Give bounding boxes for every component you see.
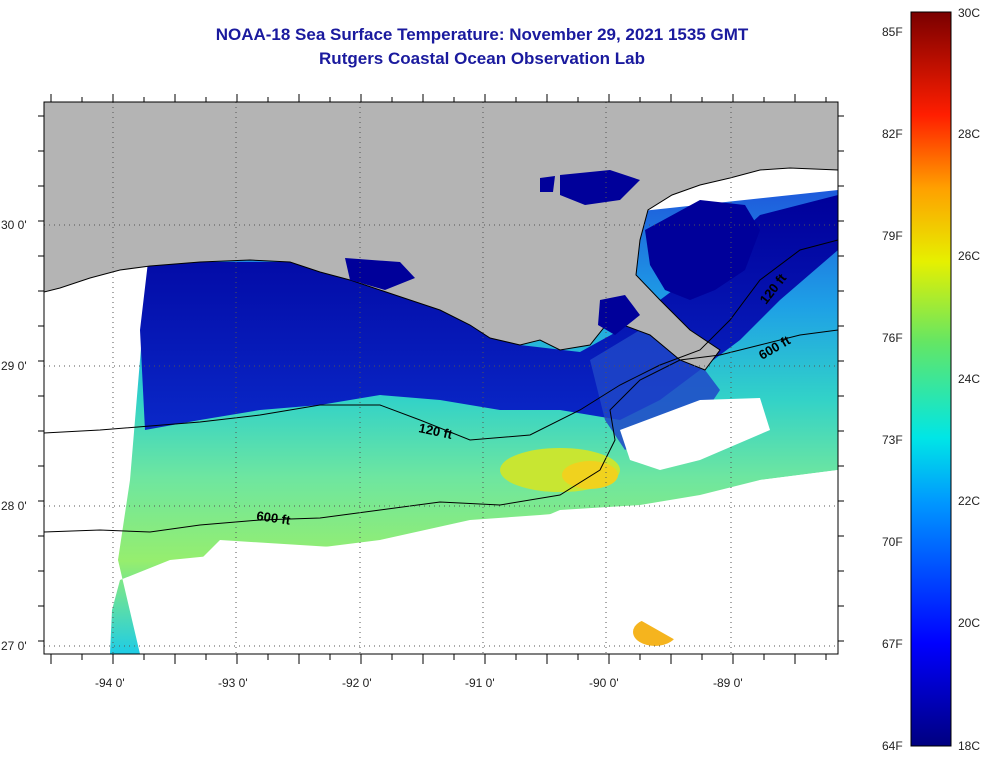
land-mass xyxy=(44,102,838,371)
colorbar-label-c: 18C xyxy=(958,739,980,753)
lon-label: -94 0' xyxy=(95,676,125,690)
map-frame xyxy=(43,101,839,655)
lon-label: -89 0' xyxy=(713,676,743,690)
colorbar-label-c: 30C xyxy=(958,6,980,20)
map-subtitle: Rutgers Coastal Ocean Observation Lab xyxy=(319,49,645,68)
colorbar-label-f: 64F xyxy=(882,739,903,753)
cloud-gap xyxy=(170,470,838,654)
contour-label-120ft-west: 120 ft xyxy=(417,420,454,442)
colorbar-scale xyxy=(910,11,952,747)
lon-label: -92 0' xyxy=(342,676,372,690)
contour-120ft xyxy=(44,239,838,441)
lon-label: -90 0' xyxy=(589,676,619,690)
lat-label: 29 0' xyxy=(1,359,27,373)
colorbar-label-f: 70F xyxy=(882,535,903,549)
colorbar-label-c: 26C xyxy=(958,249,980,263)
contour-600ft xyxy=(44,329,838,533)
graticule xyxy=(44,102,838,654)
map-ticks xyxy=(38,94,844,664)
cloud-gap xyxy=(620,398,770,470)
colorbar-label-f: 67F xyxy=(882,637,903,651)
lon-label: -93 0' xyxy=(218,676,248,690)
lon-label: -91 0' xyxy=(465,676,495,690)
coastal-bay xyxy=(560,170,640,205)
colorbar-label-f: 85F xyxy=(882,25,903,39)
colorbar-label-f: 79F xyxy=(882,229,903,243)
colorbar-label-c: 28C xyxy=(958,127,980,141)
colorbar-label-f: 82F xyxy=(882,127,903,141)
lat-label: 27 0' xyxy=(1,639,27,653)
coastal-bay xyxy=(598,295,640,335)
contour-label-600ft-west: 600 ft xyxy=(256,508,292,528)
colorbar-label-f: 76F xyxy=(882,331,903,345)
coastal-bay xyxy=(540,176,555,192)
lat-label: 30 0' xyxy=(1,218,27,232)
coastal-bay xyxy=(345,258,415,290)
warm-patch xyxy=(562,461,618,489)
colorbar-label-f: 73F xyxy=(882,433,903,447)
lat-label: 28 0' xyxy=(1,499,27,513)
map-title: NOAA-18 Sea Surface Temperature: Novembe… xyxy=(215,25,749,44)
colorbar-label-c: 22C xyxy=(958,494,980,508)
colorbar-label-c: 24C xyxy=(958,372,980,386)
coastal-bay xyxy=(645,200,760,300)
colorbar-label-c: 20C xyxy=(958,616,980,630)
